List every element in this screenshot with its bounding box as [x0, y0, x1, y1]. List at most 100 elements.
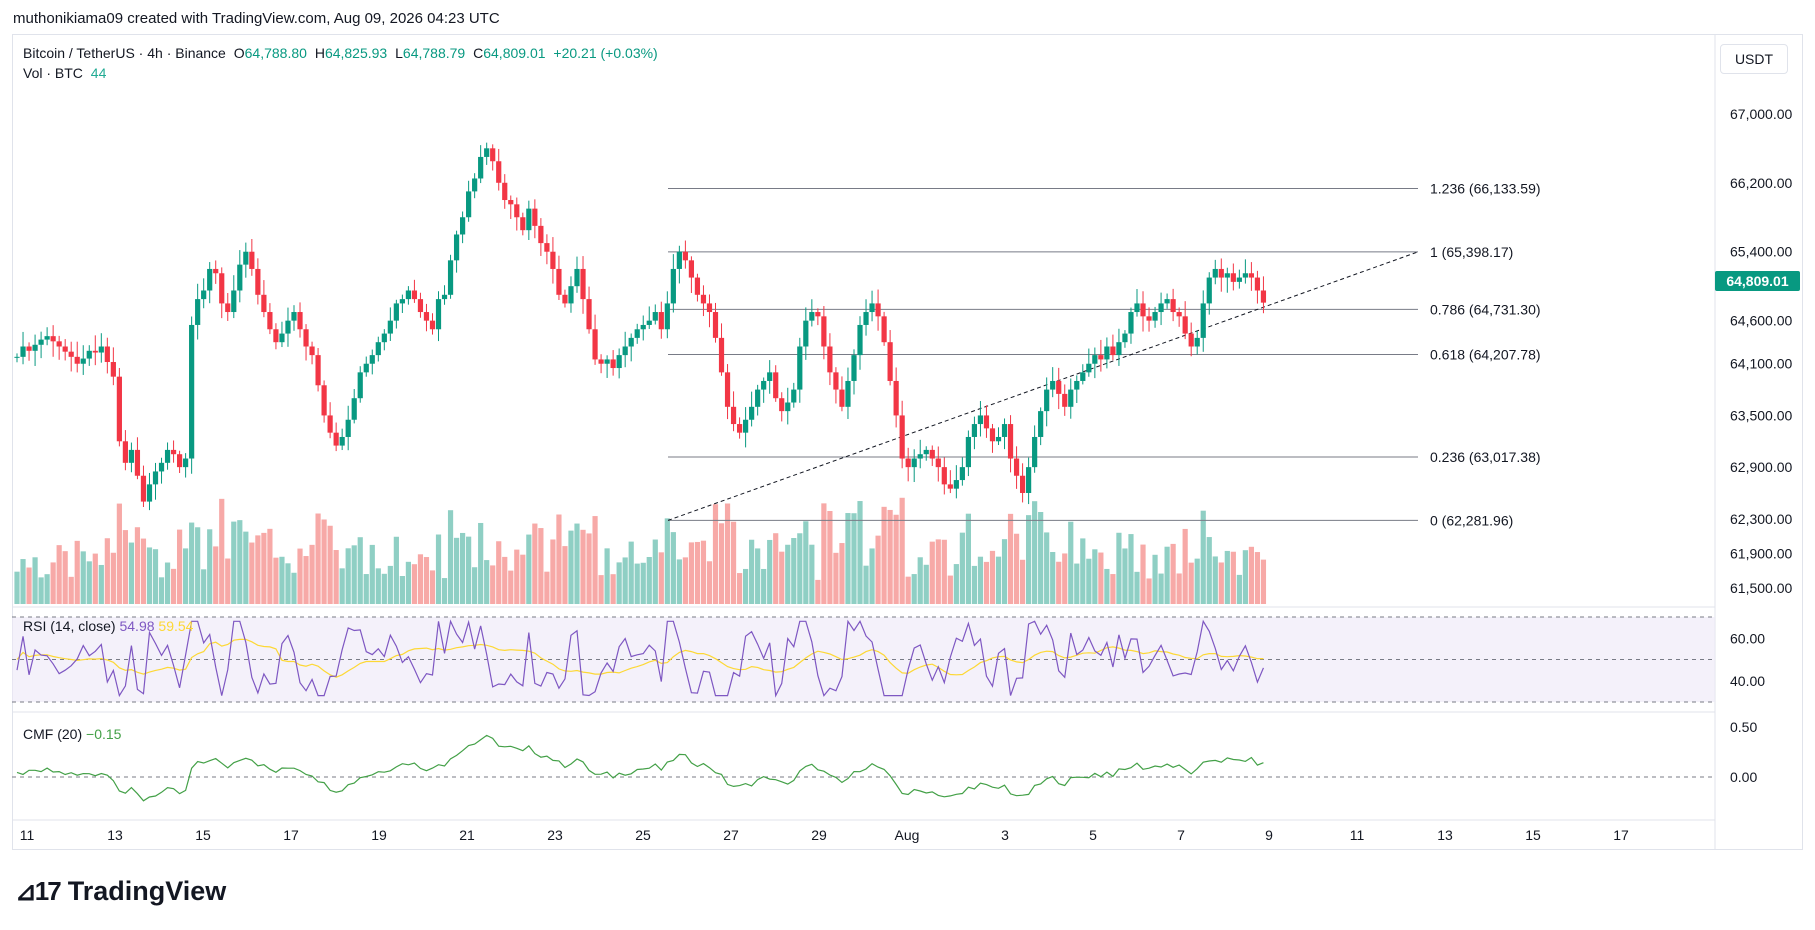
candle-body [875, 303, 881, 317]
candle-body [586, 299, 592, 330]
candle-body [827, 346, 833, 373]
time-axis-label: 11 [1350, 827, 1365, 843]
candle-body [321, 385, 327, 416]
price-axis-label: 62,900.00 [1730, 459, 1792, 475]
candle-body [1206, 277, 1212, 304]
tradingview-logo[interactable]: ⊿17 TradingView [15, 876, 227, 906]
volume-bar [682, 557, 688, 604]
rsi-axis-label: 40.00 [1730, 673, 1765, 689]
volume-bar [1254, 552, 1261, 604]
time-axis-label: 15 [1525, 827, 1541, 843]
rsi-legend[interactable]: RSI (14, close) 54.98 59.54 [23, 618, 194, 634]
volume-bar [893, 514, 899, 604]
volume-bar [899, 497, 905, 604]
candle-body [911, 458, 917, 468]
volume-bar [658, 552, 664, 604]
time-axis-label: 5 [1089, 827, 1097, 843]
volume-bar [550, 539, 556, 604]
time-axis-label: 25 [635, 827, 651, 843]
rsi-value: 54.98 [119, 618, 155, 634]
currency-button[interactable]: USDT [1720, 44, 1788, 74]
candle-body [1188, 333, 1194, 347]
volume-bar [821, 503, 827, 604]
candle-body [1242, 273, 1248, 278]
cmf-legend[interactable]: CMF (20) −0.15 [23, 726, 122, 742]
candle-body [429, 320, 436, 330]
volume-bar [1104, 568, 1110, 604]
candle-body [176, 454, 183, 468]
symbol-name[interactable]: Bitcoin / TetherUS · 4h · Binance [23, 45, 226, 61]
time-axis-label: 17 [1613, 827, 1629, 843]
candle-body [610, 359, 616, 369]
price-axis-label: 65,400.00 [1730, 244, 1792, 260]
volume-bar [917, 557, 923, 604]
volume-bar [164, 562, 171, 604]
time-axis-label: Aug [895, 827, 920, 843]
time-axis-label: 21 [459, 827, 475, 843]
volume-bars [14, 497, 1267, 604]
volume-bar [86, 561, 92, 604]
price-axis-label: 62,300.00 [1730, 511, 1792, 527]
candle-body [1200, 303, 1206, 338]
candle-body [592, 329, 598, 360]
volume-bar [219, 498, 225, 604]
volume-bar [261, 532, 267, 604]
volume-bar [508, 570, 514, 604]
volume-bar [50, 562, 56, 604]
volume-bar [14, 571, 20, 604]
candle-body [1158, 303, 1164, 313]
volume-bar [345, 548, 351, 604]
candle-body [1230, 273, 1236, 282]
volume-bar [249, 542, 255, 604]
volume-bar [592, 516, 598, 604]
axes: 67,000.00 66,200.00 65,400.00 64,600.00 64,1… [20, 106, 1793, 843]
candle-body [399, 299, 405, 304]
volume-bar [490, 565, 496, 604]
time-axis-label: 19 [371, 827, 387, 843]
volume-bar [321, 519, 327, 604]
volume-bar [670, 532, 676, 604]
volume-bar [965, 513, 971, 604]
candle-body [1080, 372, 1086, 381]
candle-body [520, 217, 526, 231]
candle-body [405, 290, 412, 300]
volume-bar [435, 534, 442, 604]
candle-body [646, 320, 652, 325]
time-axis-label: 11 [20, 827, 35, 843]
candle-body [616, 355, 622, 369]
candle-body [496, 161, 502, 183]
candle-body [634, 329, 640, 338]
candle-body [1038, 411, 1044, 437]
candle-body [700, 294, 707, 304]
volume-legend[interactable]: Vol · BTC 44 [23, 65, 107, 81]
volume-bar [38, 577, 44, 604]
volume-bar [532, 523, 538, 604]
candle-body [682, 251, 688, 261]
candle-body [303, 329, 309, 347]
volume-bar [1038, 511, 1044, 604]
volume-bar [562, 546, 568, 604]
candle-body [1074, 380, 1080, 390]
candle-body [1019, 475, 1026, 493]
volume-bar [369, 544, 375, 604]
volume-bar [761, 568, 767, 604]
candle-body [231, 290, 237, 313]
volume-bar [195, 527, 201, 604]
candle-body [74, 356, 80, 364]
time-axis-label: 3 [1001, 827, 1009, 843]
candle-body [189, 324, 195, 459]
volume-bar [568, 530, 574, 604]
candle-body [110, 362, 116, 377]
volume-bar [1068, 521, 1074, 604]
volume-bar [538, 528, 544, 604]
candle-body [1110, 346, 1116, 356]
volume-bar [586, 533, 592, 604]
candle-body [369, 355, 375, 364]
candle-body [821, 316, 827, 347]
candle-body [730, 406, 737, 425]
candle-body [285, 320, 291, 334]
candle-body [562, 294, 568, 304]
candle-body [845, 380, 851, 407]
candle-body [333, 432, 339, 446]
